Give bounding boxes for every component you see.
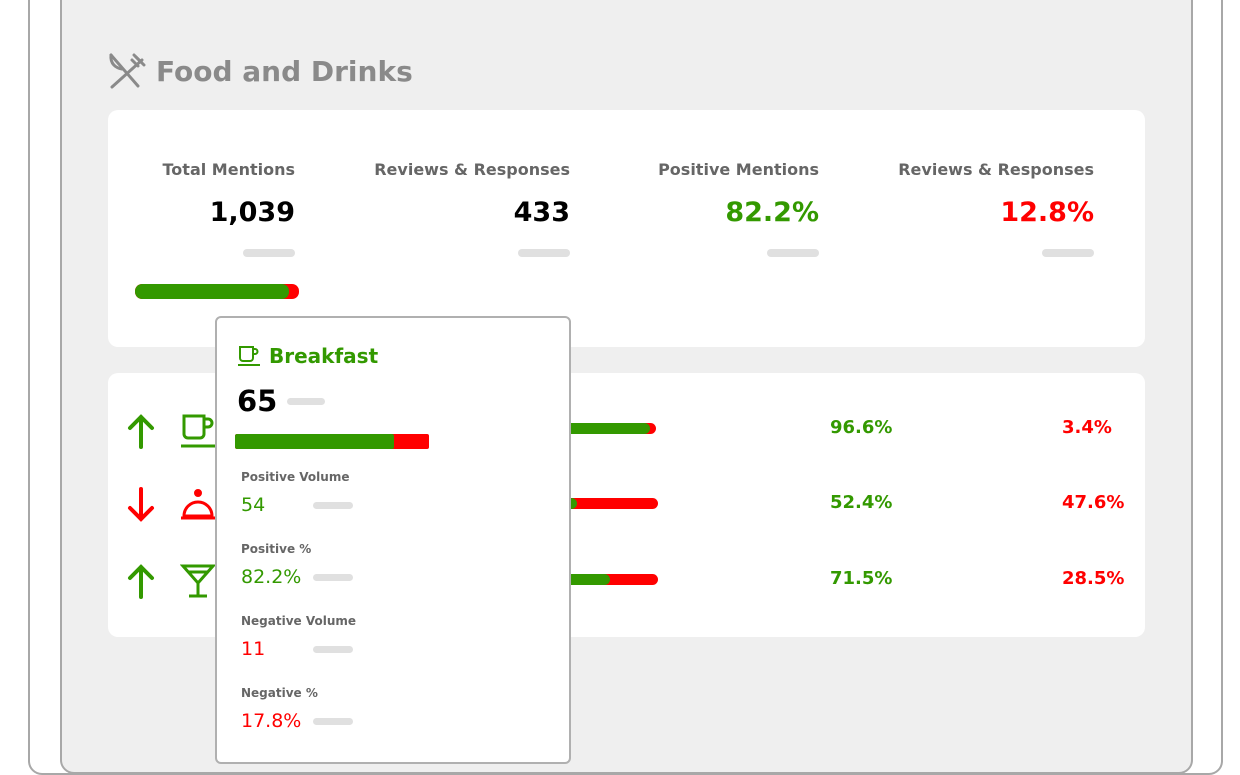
stat-label: Reviews & Responses [374, 160, 570, 179]
tooltip-title: Breakfast [269, 344, 379, 368]
stat-value: 12.8% [1000, 197, 1094, 228]
stat-reviews-responses: Reviews & Responses 433 [374, 160, 570, 261]
metric-label: Positive Volume [241, 470, 350, 484]
stat-value: 433 [513, 197, 570, 228]
breakfast-tooltip: Breakfast 65 Positive Volume 54 Positive… [215, 316, 571, 764]
tooltip-header: Breakfast [237, 344, 378, 368]
metric-value: 17.8% [241, 710, 353, 732]
trend-down-icon [128, 487, 154, 522]
tooltip-total-value: 65 [237, 384, 278, 418]
stat-positive-mentions: Positive Mentions 82.2% [658, 160, 819, 261]
sentiment-bar-positive [135, 284, 290, 299]
sentiment-bar [135, 284, 299, 299]
stat-value: 1,039 [209, 197, 295, 228]
section-title: Food and Drinks [156, 54, 413, 88]
summary-card: Total Mentions 1,039 Reviews & Responses… [108, 110, 1145, 347]
coffee-cup-icon [181, 414, 215, 448]
row-positive-pct: 52.4% [830, 492, 893, 513]
cocktail-icon [180, 564, 216, 598]
trend-up-icon [128, 414, 154, 449]
row-negative-pct: 3.4% [1062, 417, 1112, 438]
metric-value: 82.2% [241, 566, 353, 588]
stat-reviews-responses-negative: Reviews & Responses 12.8% [898, 160, 1094, 261]
placeholder-bar [1042, 249, 1094, 257]
row-negative-pct: 47.6% [1062, 492, 1125, 513]
placeholder-bar [243, 249, 295, 257]
row-positive-pct: 71.5% [830, 568, 893, 589]
cloche-icon [181, 489, 215, 520]
stat-label: Total Mentions [162, 160, 295, 179]
metric-label: Positive % [241, 542, 312, 556]
coffee-cup-icon [238, 346, 260, 366]
section-header: Food and Drinks [108, 52, 413, 90]
row-negative-pct: 28.5% [1062, 568, 1125, 589]
placeholder-bar [287, 397, 326, 405]
placeholder-bar [767, 249, 819, 257]
trend-up-icon [128, 564, 154, 599]
tooltip-total: 65 [237, 384, 326, 418]
metric-value: 11 [241, 638, 353, 660]
stat-label: Positive Mentions [658, 160, 819, 179]
metric-label: Negative % [241, 686, 318, 700]
stat-total-mentions: Total Mentions 1,039 [163, 160, 295, 261]
metric-value: 54 [241, 494, 353, 516]
tooltip-sentiment-bar [235, 434, 429, 449]
placeholder-bar [518, 249, 570, 257]
stat-value: 82.2% [725, 197, 819, 228]
utensils-icon [109, 53, 146, 89]
metric-label: Negative Volume [241, 614, 357, 628]
stat-label: Reviews & Responses [898, 160, 1094, 179]
row-positive-pct: 96.6% [830, 417, 893, 438]
tooltip-sentiment-bar-positive [235, 434, 395, 449]
